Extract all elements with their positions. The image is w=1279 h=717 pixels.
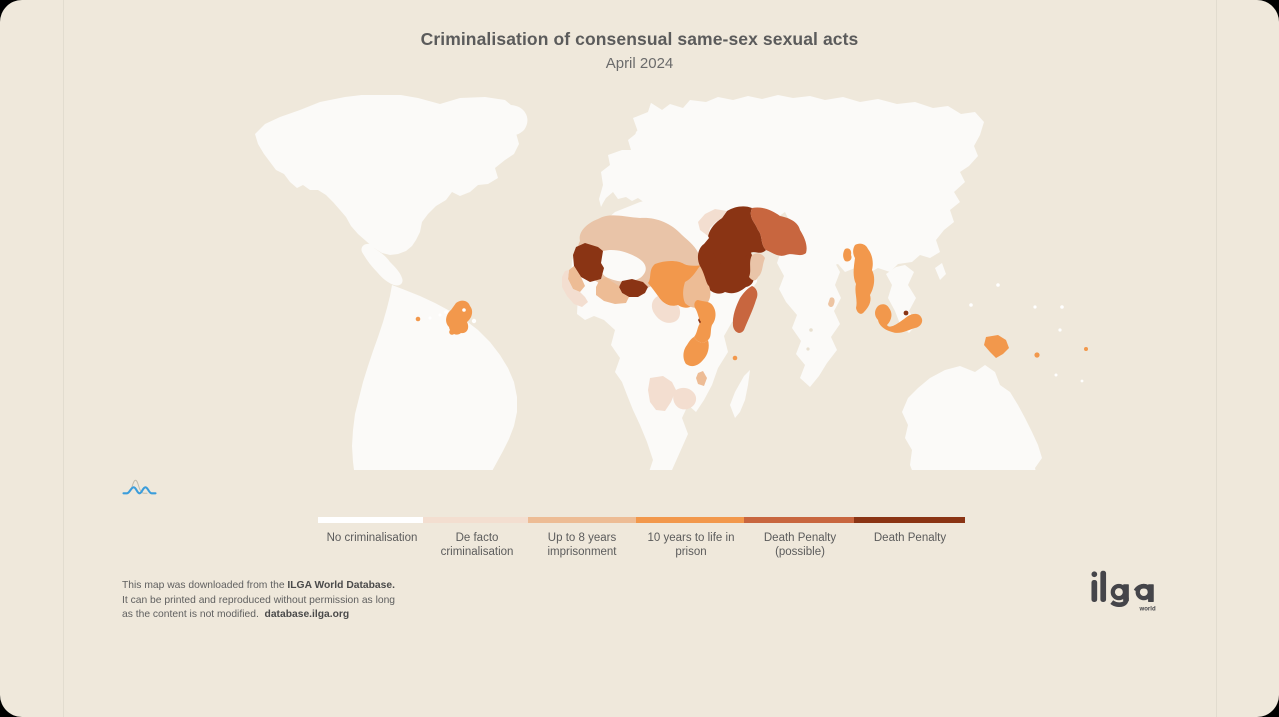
svg-text:world: world: [1139, 607, 1156, 612]
